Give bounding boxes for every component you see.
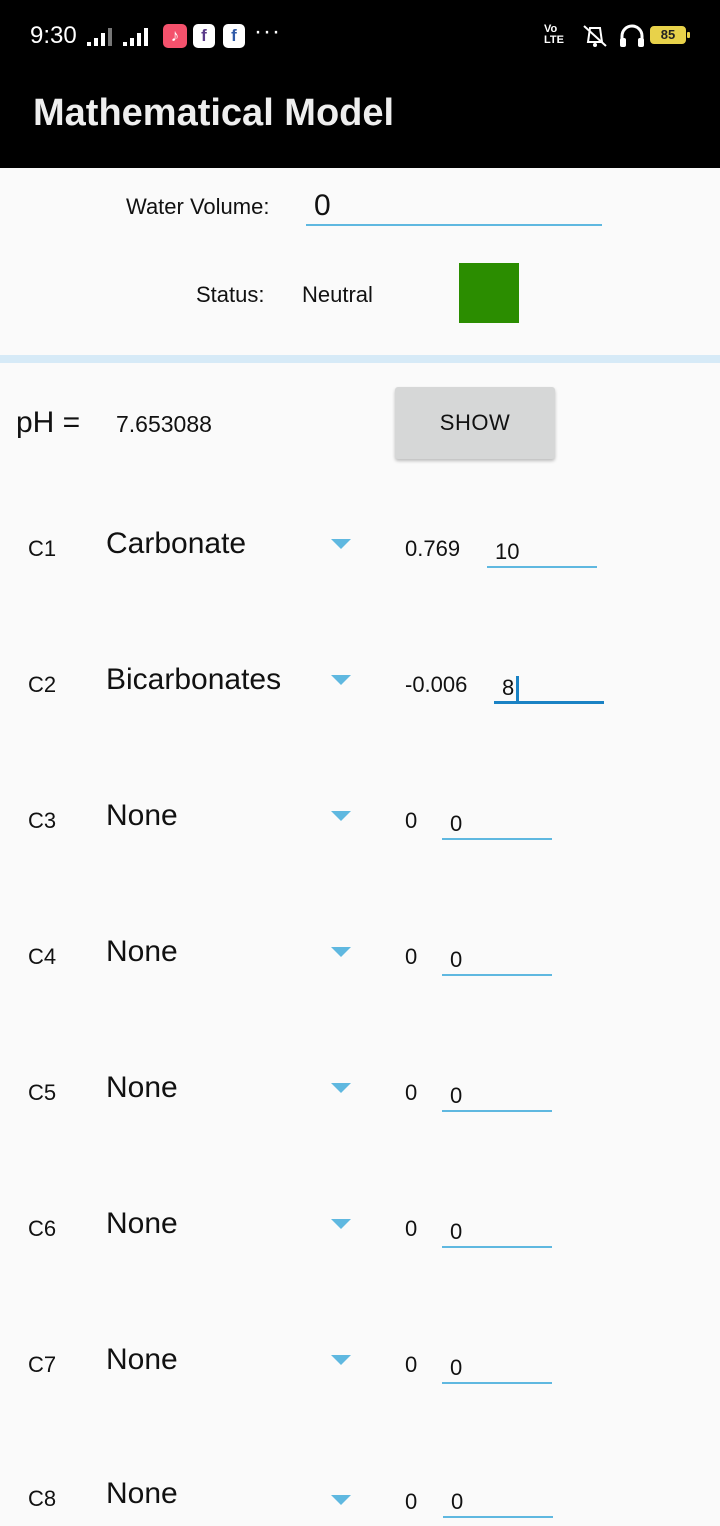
- dropdown-arrow-icon[interactable]: [331, 1495, 351, 1505]
- component-label: C7: [28, 1352, 57, 1377]
- dropdown-arrow-icon[interactable]: [331, 539, 351, 549]
- component-spinner[interactable]: Carbonate: [106, 527, 247, 560]
- more-notifications-icon: ···: [254, 18, 281, 45]
- concentration-input[interactable]: 0: [442, 1344, 552, 1384]
- divider: [0, 355, 720, 363]
- component-spinner[interactable]: None: [106, 935, 178, 968]
- dropdown-arrow-icon[interactable]: [331, 811, 351, 821]
- concentration-input-text: 8: [502, 675, 515, 700]
- component-row-c3: C3 None 0 0: [0, 792, 720, 852]
- component-row-c2: C2 Bicarbonates -0.006 8: [0, 656, 720, 716]
- dropdown-arrow-icon[interactable]: [331, 1083, 351, 1093]
- status-indicator: [459, 263, 519, 323]
- coefficient-value: 0: [405, 808, 418, 833]
- text-cursor: [516, 676, 520, 703]
- component-spinner[interactable]: None: [106, 799, 178, 832]
- facebook-icon: f: [223, 24, 245, 48]
- coefficient-value: 0: [405, 1352, 418, 1377]
- component-row-c1: C1 Carbonate 0.769 10: [0, 520, 720, 580]
- component-label: C2: [28, 672, 57, 697]
- ph-label: pH =: [16, 406, 81, 439]
- water-volume-input[interactable]: 0: [306, 186, 602, 226]
- component-row-c4: C4 None 0 0: [0, 928, 720, 988]
- component-row-c7: C7 None 0 0: [0, 1336, 720, 1396]
- dropdown-arrow-icon[interactable]: [331, 675, 351, 685]
- coefficient-value: 0.769: [405, 536, 461, 561]
- show-button[interactable]: SHOW: [395, 387, 555, 459]
- concentration-input[interactable]: 8: [494, 664, 604, 704]
- component-spinner[interactable]: None: [106, 1071, 178, 1104]
- component-label: C4: [28, 944, 57, 969]
- clock: 9:30: [30, 22, 77, 49]
- battery-icon: 85: [650, 26, 690, 44]
- component-label: C5: [28, 1080, 57, 1105]
- dropdown-arrow-icon[interactable]: [331, 947, 351, 957]
- mute-icon: [583, 25, 607, 47]
- ph-value: 7.653088: [116, 411, 212, 437]
- component-spinner[interactable]: None: [106, 1343, 178, 1376]
- signal-icon: [87, 26, 112, 46]
- concentration-input[interactable]: 0: [442, 800, 552, 840]
- coefficient-value: 0: [405, 1216, 418, 1241]
- volte-icon: Vo LTE: [544, 23, 564, 46]
- facebook-icon: f: [193, 24, 215, 48]
- water-volume-label: Water Volume:: [126, 194, 270, 219]
- concentration-input[interactable]: 0: [443, 1478, 553, 1518]
- component-spinner[interactable]: None: [106, 1477, 178, 1510]
- dropdown-arrow-icon[interactable]: [331, 1355, 351, 1365]
- component-row-c6: C6 None 0 0: [0, 1200, 720, 1260]
- status-bar: 9:30 ♪ f f ··· Vo LTE 85: [0, 0, 720, 72]
- signal-icon: [123, 26, 148, 46]
- component-row-c5: C5 None 0 0: [0, 1064, 720, 1124]
- component-label: C6: [28, 1216, 57, 1241]
- concentration-input[interactable]: 0: [442, 1208, 552, 1248]
- status-value: Neutral: [302, 282, 373, 307]
- page-title: Mathematical Model: [33, 92, 395, 134]
- component-label: C8: [28, 1486, 57, 1511]
- component-spinner[interactable]: None: [106, 1207, 178, 1240]
- coefficient-value: 0: [405, 1489, 418, 1514]
- component-label: C1: [28, 536, 57, 561]
- music-app-icon: ♪: [163, 24, 187, 48]
- app-bar: Mathematical Model: [0, 72, 720, 168]
- concentration-input[interactable]: 10: [487, 528, 597, 568]
- coefficient-value: -0.006: [405, 672, 468, 697]
- component-spinner[interactable]: Bicarbonates: [106, 663, 282, 696]
- headphones-icon: [620, 24, 644, 47]
- component-label: C3: [28, 808, 57, 833]
- coefficient-value: 0: [405, 1080, 418, 1105]
- status-label: Status:: [196, 282, 265, 307]
- concentration-input[interactable]: 0: [442, 1072, 552, 1112]
- coefficient-value: 0: [405, 944, 418, 969]
- concentration-input[interactable]: 0: [442, 936, 552, 976]
- dropdown-arrow-icon[interactable]: [331, 1219, 351, 1229]
- component-row-c8: C8 None 0 0: [0, 1456, 720, 1518]
